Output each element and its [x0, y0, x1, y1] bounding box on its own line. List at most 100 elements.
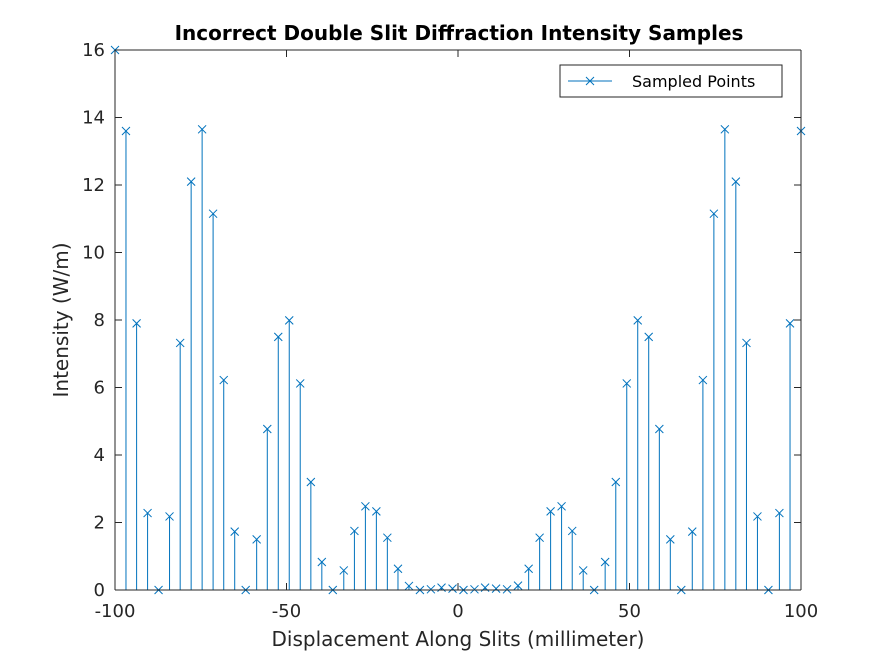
stem-marker: [513, 581, 523, 590]
marker-stroke: [382, 533, 392, 543]
stem-marker: [742, 338, 751, 348]
stem-marker: [524, 564, 534, 574]
stem-point: [252, 535, 262, 590]
stem-marker: [720, 124, 730, 134]
marker-stroke: [753, 512, 762, 521]
marker-stroke: [404, 581, 414, 591]
stem-marker: [470, 584, 479, 594]
stem-marker: [557, 501, 566, 511]
marker-stroke: [361, 501, 370, 511]
stem-point: [208, 209, 218, 590]
y-tick-label: 10: [82, 243, 105, 264]
stem-point: [197, 124, 207, 590]
stem-marker: [698, 375, 708, 385]
stem-marker: [132, 319, 141, 328]
marker-stroke: [393, 564, 403, 574]
stem-point: [132, 319, 141, 590]
marker-stroke: [197, 124, 207, 134]
stem-marker: [665, 535, 675, 544]
marker-stroke: [273, 332, 283, 342]
marker-stroke: [654, 424, 664, 434]
stem-point: [698, 375, 708, 590]
stem-marker: [175, 338, 185, 348]
x-tick-label: 100: [784, 601, 818, 622]
marker-stroke: [132, 319, 141, 328]
stem-point: [350, 526, 359, 590]
marker-stroke: [502, 584, 512, 594]
marker-stroke: [470, 584, 479, 594]
stem-marker: [654, 424, 664, 434]
y-tick-label: 4: [94, 445, 105, 466]
stem-point: [785, 319, 795, 590]
stem-point: [611, 477, 621, 590]
stem-point: [654, 424, 664, 590]
stem-marker: [753, 512, 762, 521]
marker-stroke: [143, 508, 152, 518]
y-axis-label: Intensity (W/m): [49, 242, 73, 397]
marker-stroke: [557, 501, 566, 511]
stem-point: [709, 209, 719, 590]
stem-point: [186, 177, 196, 590]
stem-point: [361, 501, 370, 590]
marker-stroke: [284, 315, 294, 325]
stem-marker: [600, 557, 610, 567]
marker-stroke: [546, 507, 555, 516]
stem-point: [546, 507, 555, 590]
stem-point: [731, 177, 741, 590]
stem-marker: [633, 315, 643, 325]
stem-point: [306, 477, 316, 590]
stem-marker: [121, 126, 131, 136]
stem-point: [273, 332, 283, 590]
stem-marker: [284, 315, 294, 325]
stem-point: [165, 512, 174, 590]
stem-marker: [197, 124, 207, 134]
stem-point: [557, 501, 566, 590]
stem-marker: [219, 375, 229, 385]
stem-point: [753, 512, 762, 590]
stem-marker: [578, 566, 588, 575]
stem-point: [143, 508, 152, 590]
stem-marker: [361, 501, 370, 511]
stem-marker: [644, 332, 654, 342]
marker-stroke: [775, 508, 784, 518]
marker-stroke: [742, 338, 751, 348]
y-tick-label: 6: [94, 378, 105, 399]
stem-marker: [775, 508, 784, 518]
stem-marker: [273, 332, 283, 342]
marker-stroke: [731, 177, 741, 186]
stem-marker: [143, 508, 152, 518]
stem-marker: [611, 477, 621, 487]
stem-marker: [262, 424, 272, 434]
stem-marker: [306, 477, 316, 487]
stem-point: [382, 533, 392, 590]
marker-stroke: [513, 581, 523, 590]
stem-point: [687, 527, 697, 590]
stem-point: [720, 124, 730, 590]
stem-marker: [339, 566, 349, 575]
legend: Sampled Points: [559, 64, 783, 98]
stem-marker: [546, 507, 555, 516]
y-tick-label: 0: [94, 580, 105, 601]
stem-marker: [567, 526, 577, 536]
stem-marker: [230, 527, 240, 536]
stem-marker: [687, 527, 697, 536]
marker-stroke: [317, 557, 327, 567]
stem-marker: [731, 177, 741, 186]
stem-marker: [709, 209, 719, 219]
legend-marker: [585, 76, 595, 86]
stem-marker: [393, 564, 403, 574]
stem-point: [665, 535, 675, 590]
marker-stroke: [175, 338, 185, 348]
stem-point: [524, 564, 534, 590]
stem-point: [121, 126, 131, 590]
marker-stroke: [262, 424, 272, 434]
marker-stroke: [426, 584, 436, 594]
stem-marker: [448, 584, 457, 594]
legend-entry-label: Sampled Points: [632, 72, 755, 91]
marker-stroke: [644, 332, 654, 342]
stem-marker: [491, 584, 501, 594]
stem-point: [175, 338, 185, 590]
stem-point: [644, 332, 654, 590]
stem-marker: [404, 581, 414, 591]
plot-area: -100 -50 0 50 100 0 2 4 6 8 10 12 14 16: [82, 40, 818, 622]
